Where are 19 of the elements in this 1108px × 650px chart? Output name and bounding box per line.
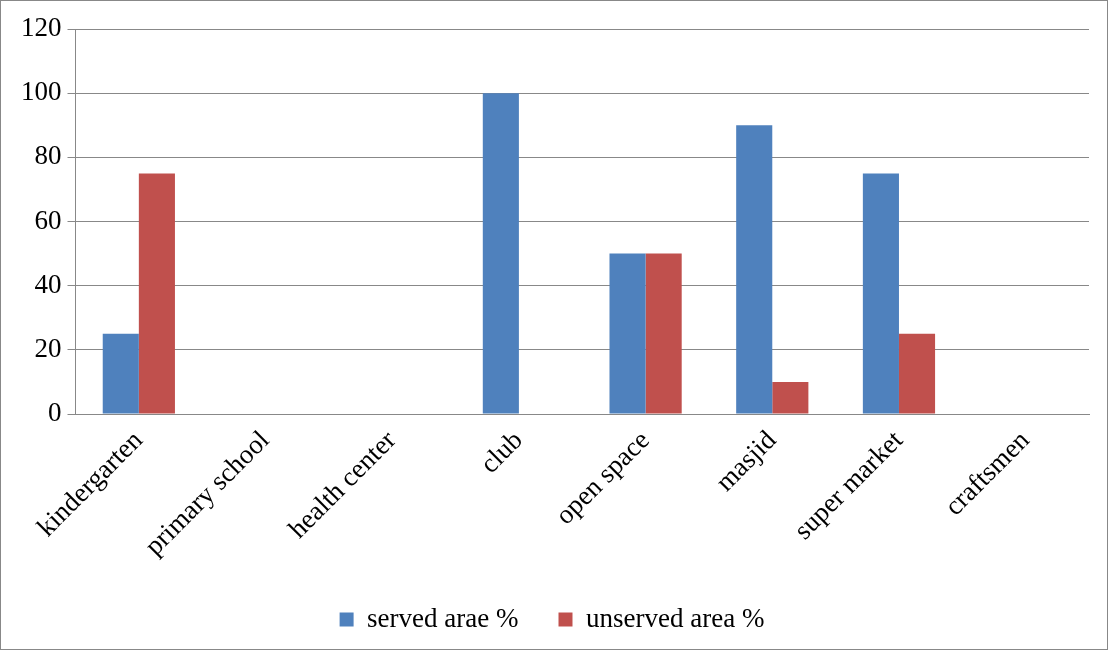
bar [736,125,773,414]
y-tick-label: 20 [34,332,62,363]
bar [898,333,936,414]
bar [645,253,682,414]
y-tick-label: 120 [21,12,62,43]
y-tick-label: 60 [34,204,62,235]
legend-label: served arae % [367,602,519,633]
y-tick-label: 80 [34,140,62,171]
y-tick-label: 100 [21,76,62,107]
bar [772,381,809,414]
legend-label: unserved area % [586,602,765,633]
bar [138,173,175,414]
y-tick-label: 0 [48,397,62,428]
bar [609,253,646,414]
y-tick-label: 40 [34,268,62,299]
bar [862,173,899,414]
bar [482,93,519,414]
x-tick-label: club [474,424,529,479]
bar [102,333,139,414]
